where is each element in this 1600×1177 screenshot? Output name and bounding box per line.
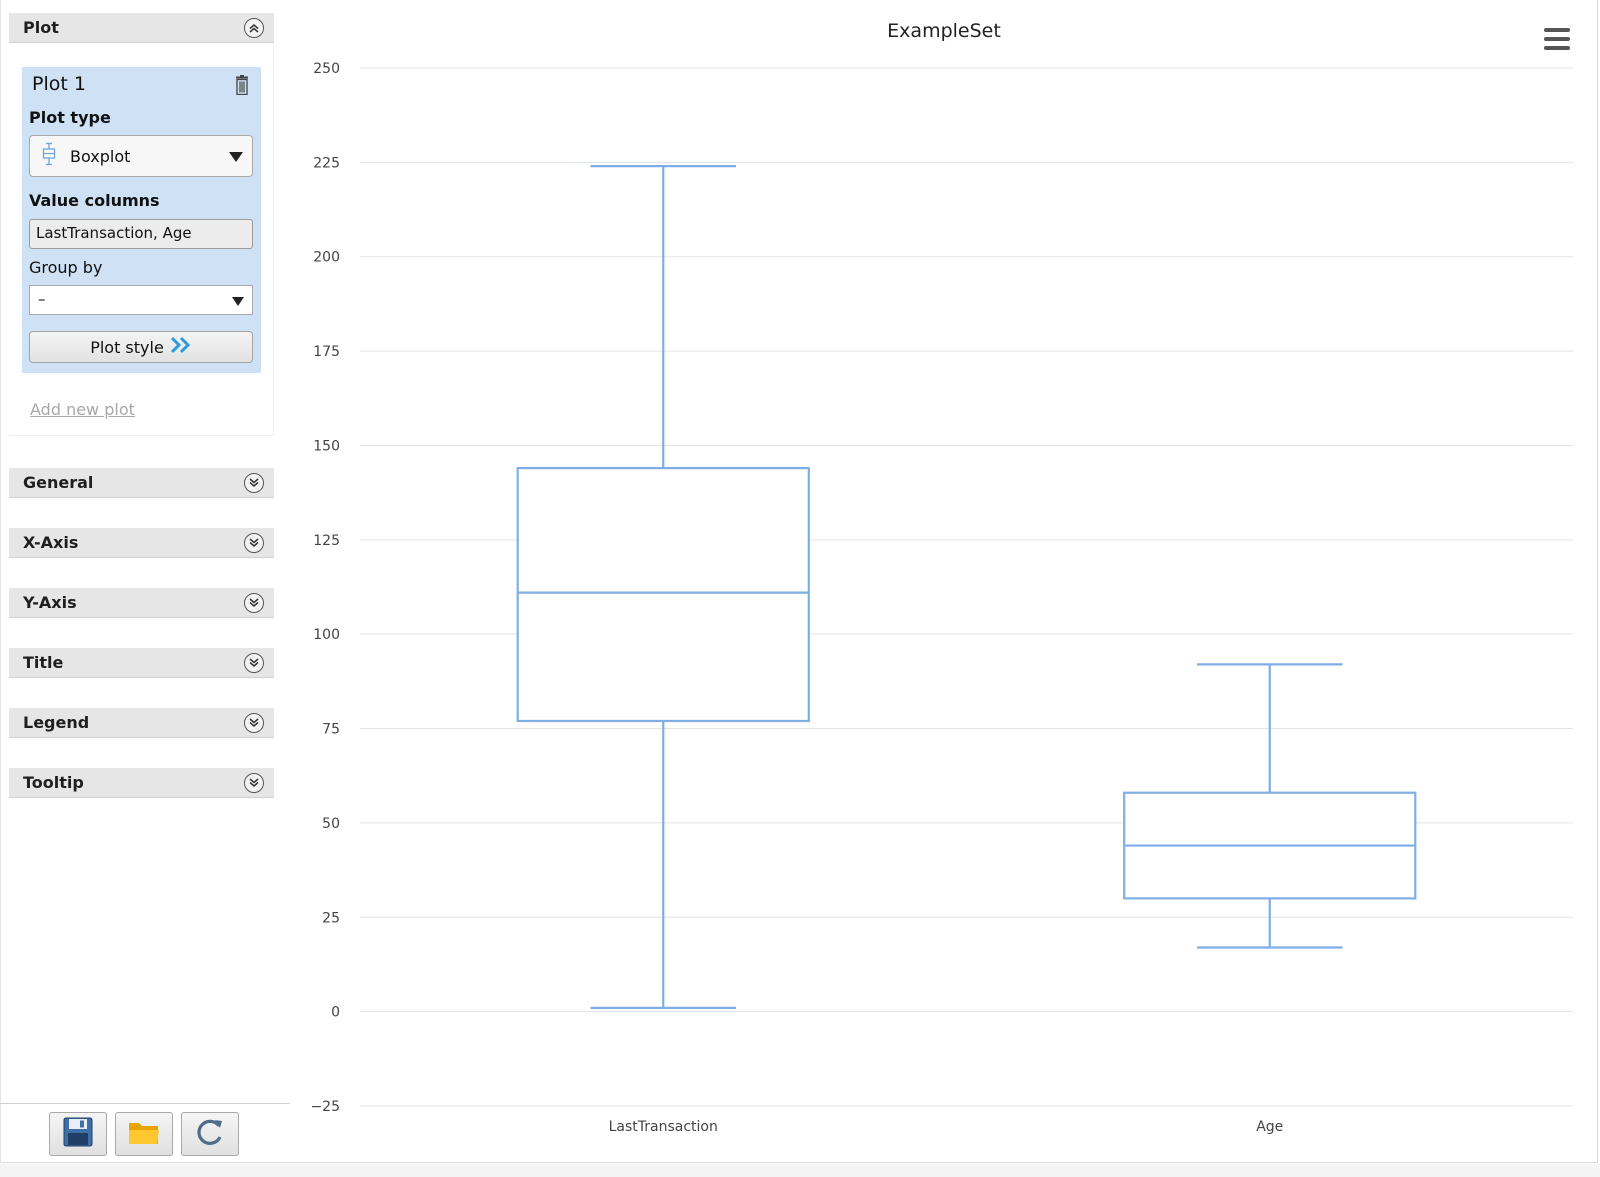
box <box>516 467 810 723</box>
section-header-y-axis[interactable]: Y-Axis <box>9 588 274 618</box>
double-chevron-right-icon <box>170 336 192 358</box>
chevron-down-icon[interactable] <box>244 712 264 733</box>
group-by-value: – <box>38 290 46 308</box>
open-button[interactable] <box>115 1112 173 1156</box>
y-tick-label: 225 <box>313 155 340 171</box>
plot-style-button[interactable]: Plot style <box>29 331 253 363</box>
chevron-down-icon[interactable] <box>244 592 264 613</box>
sidebar: Plot Plot 1 Plot type <box>0 0 290 1164</box>
hamburger-menu-icon[interactable] <box>1544 28 1570 50</box>
refresh-button[interactable] <box>181 1112 239 1156</box>
section-label-general: General <box>23 473 94 492</box>
y-tick-label: 150 <box>313 438 340 454</box>
chevron-down-icon[interactable] <box>244 652 264 673</box>
dropdown-arrow-icon <box>229 152 243 162</box>
add-new-plot-link[interactable]: Add new plot <box>30 400 135 419</box>
plot-type-value: Boxplot <box>70 146 131 166</box>
chart-area: ExampleSet −25 0 25 50 75 100 125 150 175 200 225 2… <box>290 0 1598 1160</box>
section-header-x-axis[interactable]: X-Axis <box>9 528 274 558</box>
trash-icon[interactable] <box>235 75 249 96</box>
plot-type-label: Plot type <box>29 108 111 127</box>
refresh-icon <box>195 1117 225 1152</box>
section-header-general[interactable]: General <box>9 468 274 498</box>
x-tick-label: LastTransaction <box>609 1119 718 1135</box>
boxplot-icon <box>42 142 56 171</box>
dropdown-arrow-icon <box>232 297 244 306</box>
menu-bar <box>1544 37 1570 41</box>
plot-card: Plot 1 Plot type Bo <box>22 67 261 373</box>
section-label-title: Title <box>23 653 64 672</box>
section-label-y-axis: Y-Axis <box>23 593 77 612</box>
y-tick-label: 100 <box>313 627 340 643</box>
group-by-select[interactable]: – <box>29 285 253 315</box>
section-label-legend: Legend <box>23 713 90 732</box>
plot-type-select[interactable]: Boxplot <box>29 135 253 177</box>
x-tick-label: Age <box>1256 1119 1283 1135</box>
section-label-tooltip: Tooltip <box>23 773 84 792</box>
chevron-down-icon[interactable] <box>244 532 264 553</box>
save-button[interactable] <box>49 1112 107 1156</box>
y-tick-label: 0 <box>331 1005 340 1021</box>
toolbar-separator <box>0 1103 290 1104</box>
folder-icon <box>128 1118 160 1151</box>
y-tick-label: 250 <box>313 61 340 77</box>
y-tick-label: 125 <box>313 533 340 549</box>
y-tick-label: 200 <box>313 250 340 266</box>
y-tick-label: −25 <box>310 1099 340 1115</box>
chevron-up-icon[interactable] <box>244 17 264 38</box>
plot-style-label: Plot style <box>90 337 164 357</box>
chevron-down-icon[interactable] <box>244 472 264 493</box>
group-by-label: Group by <box>29 258 103 277</box>
chart-title: ExampleSet <box>887 20 1001 42</box>
y-tick-label: 75 <box>322 722 340 738</box>
status-strip <box>0 1164 1600 1177</box>
value-columns-button[interactable]: LastTransaction, Age <box>29 219 253 249</box>
section-label-plot: Plot <box>23 18 59 37</box>
value-columns-label: Value columns <box>29 191 160 210</box>
y-tick-label: 50 <box>322 816 340 832</box>
section-label-x-axis: X-Axis <box>23 533 79 552</box>
y-tick-label: 175 <box>313 344 340 360</box>
boxplot-chart: −25 0 25 50 75 100 125 150 175 200 225 250 LastTrans… <box>310 61 1573 1135</box>
section-header-plot[interactable]: Plot <box>9 13 274 43</box>
section-header-legend[interactable]: Legend <box>9 708 274 738</box>
menu-bar <box>1544 46 1570 50</box>
y-tick-label: 25 <box>322 910 340 926</box>
section-header-title[interactable]: Title <box>9 648 274 678</box>
menu-bar <box>1544 28 1570 32</box>
chevron-down-icon[interactable] <box>244 772 264 793</box>
plot-card-title: Plot 1 <box>32 73 86 95</box>
section-header-tooltip[interactable]: Tooltip <box>9 768 274 798</box>
save-icon <box>63 1117 93 1152</box>
